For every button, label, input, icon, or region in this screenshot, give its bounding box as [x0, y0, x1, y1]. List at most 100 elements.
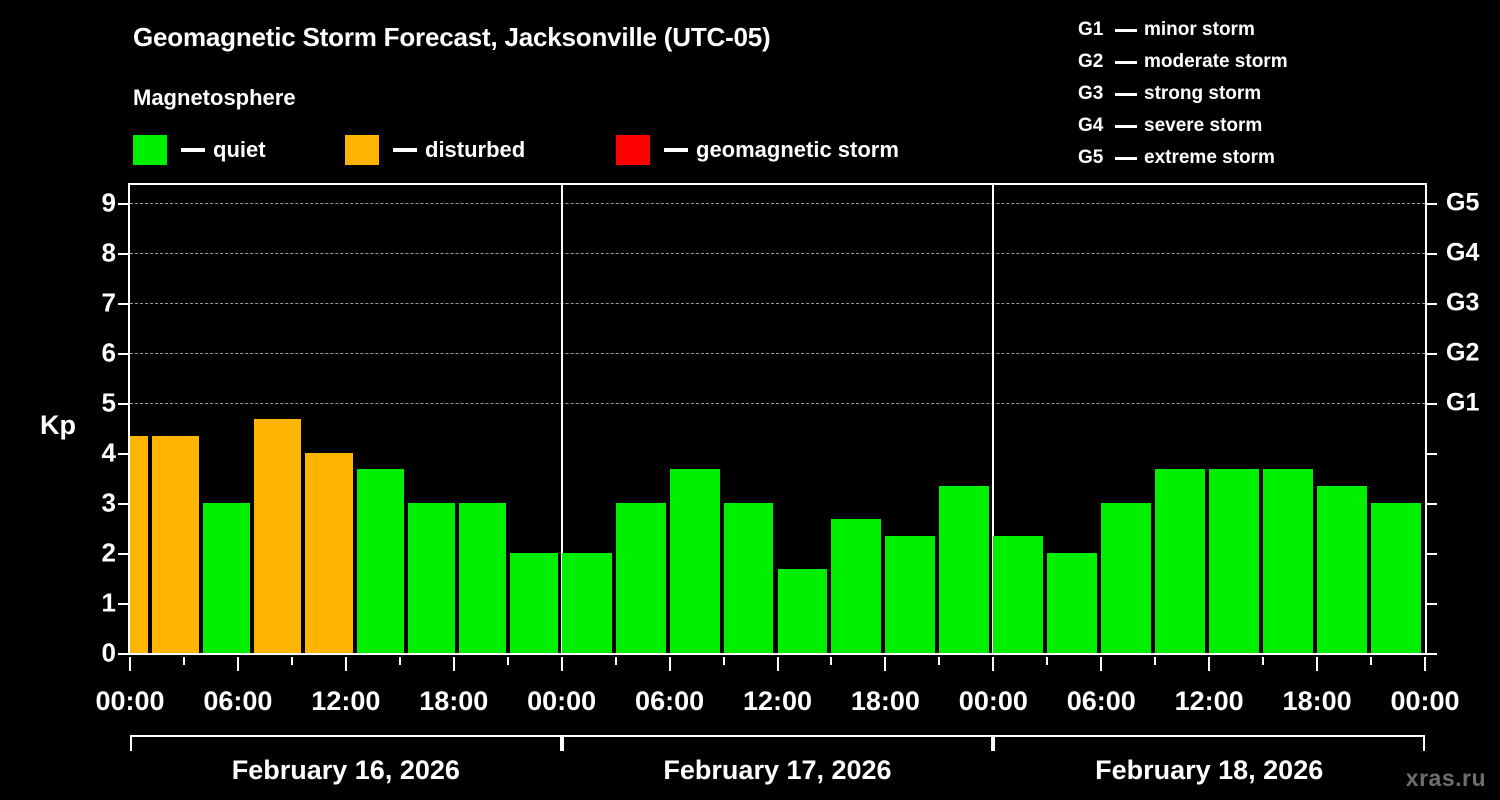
- legend-item-2: geomagnetic storm: [616, 133, 899, 167]
- g-legend-description: severe storm: [1144, 115, 1263, 136]
- bar-kp: [993, 536, 1044, 653]
- day-label-2: February 18, 2026: [1095, 755, 1324, 785]
- x-axis-label-9: 06:00: [1066, 686, 1136, 716]
- x-tick-7: [506, 657, 509, 665]
- y-tick-right-9: [1427, 202, 1437, 205]
- legend-label: geomagnetic storm: [696, 137, 899, 162]
- y-tick-3: [118, 502, 128, 505]
- legend-dash-icon: [181, 148, 205, 152]
- g-legend-code: G1: [1078, 19, 1104, 40]
- y-tick-right-5: [1427, 402, 1437, 405]
- y-axis-title: Kp: [40, 410, 76, 440]
- legend-label: quiet: [213, 137, 266, 162]
- x-axis-label-10: 12:00: [1174, 686, 1244, 716]
- g-legend-dash-icon: [1115, 92, 1137, 96]
- g-axis-label-g2: G2: [1446, 338, 1480, 367]
- bar-kp: [669, 469, 720, 653]
- g-scale-legend: G1 minor storm G2 moderate storm G3 strong st…: [1078, 14, 1288, 174]
- x-tick-4: [344, 657, 347, 671]
- g-legend-item-g4: G4 severe storm: [1078, 110, 1288, 142]
- bar-kp: [1101, 502, 1152, 653]
- x-tick-13: [830, 657, 833, 665]
- g-legend-item-g5: G5 extreme storm: [1078, 142, 1288, 174]
- x-tick-24: [1424, 657, 1426, 671]
- x-tick-22: [1316, 657, 1319, 671]
- bar-kp: [939, 486, 990, 653]
- x-tick-12: [776, 657, 779, 671]
- bar-kp: [459, 502, 507, 653]
- x-tick-0: [129, 657, 131, 671]
- bar-kp: [510, 552, 558, 653]
- x-tick-16: [992, 657, 995, 671]
- y-tick-label-2: 2: [101, 537, 116, 568]
- y-tick-label-9: 9: [101, 187, 116, 218]
- y-tick-label-6: 6: [101, 337, 116, 368]
- x-tick-3: [290, 657, 293, 665]
- x-axis-label-5: 06:00: [635, 686, 705, 716]
- x-axis-label-2: 12:00: [311, 686, 381, 716]
- x-axis-label-3: 18:00: [419, 686, 489, 716]
- y-tick-1: [118, 602, 128, 605]
- x-tick-11: [722, 657, 725, 665]
- day-brackets: February 16, 2026 February 17, 2026 Februa…: [0, 735, 1500, 795]
- x-tick-10: [668, 657, 671, 671]
- bar-kp: [1209, 469, 1260, 653]
- x-tick-23: [1370, 657, 1373, 665]
- gridline-kp-9: [130, 202, 1425, 204]
- g-axis-label-g3: G3: [1446, 288, 1480, 317]
- x-tick-6: [452, 657, 455, 671]
- day-separator-2: [992, 185, 995, 653]
- page-title: Geomagnetic Storm Forecast, Jacksonville…: [133, 22, 771, 52]
- g-legend-code: G3: [1078, 83, 1104, 104]
- y-tick-right-4: [1427, 452, 1437, 455]
- y-tick-right-8: [1427, 252, 1437, 255]
- x-tick-20: [1208, 657, 1211, 671]
- y-tick-label-4: 4: [101, 437, 116, 468]
- bar-kp: [151, 436, 199, 653]
- bar-kp: [831, 519, 882, 653]
- bar-kp: [777, 569, 828, 653]
- x-tick-1: [182, 657, 185, 665]
- gridline-kp-7: [130, 302, 1425, 304]
- y-axis-labels: 0 1 2 3 4 5 6 7 8 9: [76, 183, 116, 667]
- bar-kp: [1263, 469, 1314, 653]
- g-legend-code: G2: [1078, 51, 1104, 72]
- y-tick-label-5: 5: [101, 387, 116, 418]
- y-tick-right-0: [1427, 653, 1437, 655]
- g-legend-item-g3: G3 strong storm: [1078, 78, 1288, 110]
- y-tick-9: [118, 202, 128, 205]
- y-tick-6: [118, 352, 128, 355]
- x-tick-14: [884, 657, 887, 671]
- g-legend-description: strong storm: [1144, 83, 1262, 104]
- day-bracket-1: [561, 735, 994, 751]
- g-legend-item-g2: G2 moderate storm: [1078, 46, 1288, 78]
- y-tick-2: [118, 552, 128, 555]
- bar-kp: [1047, 552, 1098, 653]
- x-tick-15: [938, 657, 941, 665]
- g-legend-dash-icon: [1115, 124, 1137, 128]
- legend-item-1: disturbed: [345, 133, 525, 167]
- x-axis-label-12: 00:00: [1390, 686, 1460, 716]
- g-scale-axis-labels: G1 G2 G3 G4 G5: [1446, 183, 1500, 655]
- g-legend-description: extreme storm: [1144, 147, 1275, 168]
- plot-area: [128, 183, 1427, 655]
- g-axis-label-g1: G1: [1446, 388, 1480, 417]
- y-tick-7: [118, 302, 128, 305]
- bar-kp: [305, 452, 353, 653]
- legend-item-0: quiet: [133, 133, 266, 167]
- y-tick-label-8: 8: [101, 237, 116, 268]
- x-axis-label-7: 18:00: [850, 686, 920, 716]
- x-axis-ticks: [128, 657, 1427, 671]
- bar-kp: [356, 469, 404, 653]
- y-tick-8: [118, 252, 128, 255]
- y-tick-label-3: 3: [101, 487, 116, 518]
- bar-kp: [254, 419, 302, 653]
- g-legend-dash-icon: [1115, 28, 1137, 32]
- day-separator-1: [560, 185, 563, 653]
- day-label-0: February 16, 2026: [231, 755, 460, 785]
- x-axis-label-0: 00:00: [95, 686, 165, 716]
- legend-dash-icon: [393, 148, 417, 152]
- bar-kp: [561, 552, 612, 653]
- bar-kp: [723, 502, 774, 653]
